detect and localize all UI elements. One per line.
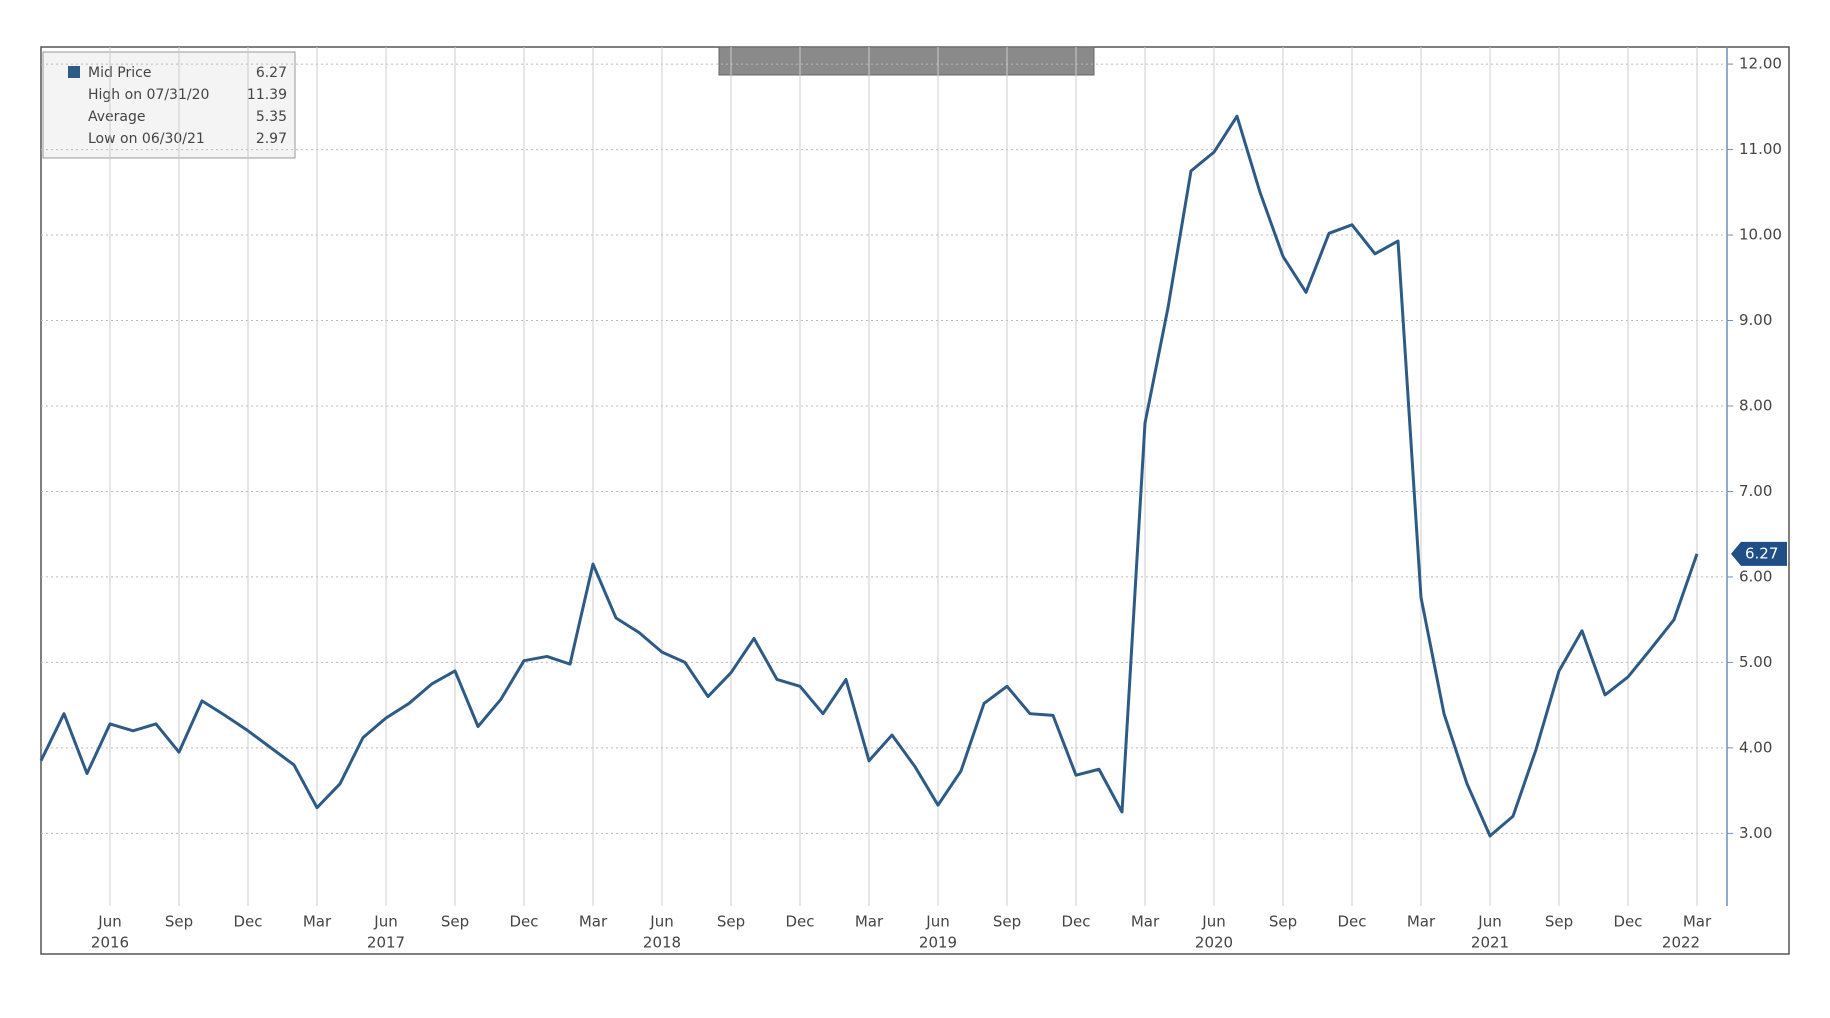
- year-label: 2016: [91, 934, 129, 952]
- x-tick-label: Sep: [165, 913, 193, 931]
- x-tick-label: Jun: [1201, 913, 1225, 931]
- x-tick-label: Sep: [993, 913, 1021, 931]
- x-tick-label: Mar: [1131, 913, 1160, 931]
- x-tick-label: Mar: [1407, 913, 1436, 931]
- x-tick-label: Mar: [579, 913, 608, 931]
- legend-box: [42, 51, 296, 159]
- legend-label: Average: [88, 109, 146, 125]
- last-value-badge: [1731, 541, 1787, 566]
- x-tick-label: Jun: [373, 913, 397, 931]
- y-tick-label: 10.00: [1739, 226, 1782, 244]
- y-tick-label: 4.00: [1739, 738, 1772, 756]
- x-tick-label: Jun: [97, 913, 121, 931]
- y-tick-label: 7.00: [1739, 482, 1772, 500]
- x-tick-label: Jun: [1477, 913, 1501, 931]
- x-tick-label: Sep: [1545, 913, 1573, 931]
- y-tick-label: 3.00: [1739, 824, 1772, 842]
- x-tick-label: Dec: [509, 913, 538, 931]
- legend-value: 6.27: [256, 65, 287, 81]
- x-tick-label: Sep: [717, 913, 745, 931]
- legend-value: 5.35: [256, 109, 287, 125]
- year-label: 2020: [1195, 934, 1233, 952]
- toolbar[interactable]: [718, 46, 1095, 76]
- y-tick-label: 11.00: [1739, 140, 1782, 158]
- x-tick-label: Dec: [1061, 913, 1090, 931]
- legend-label: Low on 06/30/21: [88, 131, 205, 147]
- year-label: 2017: [367, 934, 405, 952]
- x-tick-label: Dec: [233, 913, 262, 931]
- year-label: 2021: [1471, 934, 1509, 952]
- year-label: 2019: [919, 934, 957, 952]
- y-tick-label: 6.00: [1739, 567, 1772, 585]
- y-tick-label: 12.00: [1739, 55, 1782, 73]
- year-label: 2022: [1662, 934, 1700, 952]
- x-tick-label: Sep: [1269, 913, 1297, 931]
- legend-value: 2.97: [256, 131, 287, 147]
- last-value-label: 6.27: [1745, 544, 1778, 562]
- year-label: 2018: [643, 934, 681, 952]
- x-tick-label: Mar: [303, 913, 332, 931]
- x-tick-label: Jun: [925, 913, 949, 931]
- x-tick-label: Mar: [1683, 913, 1712, 931]
- legend-value: 11.39: [247, 87, 287, 103]
- legend-label: High on 07/31/20: [88, 87, 209, 103]
- y-tick-label: 9.00: [1739, 311, 1772, 329]
- y-tick-label: 5.00: [1739, 653, 1772, 671]
- y-tick-label: 8.00: [1739, 396, 1772, 414]
- x-tick-label: Dec: [1613, 913, 1642, 931]
- x-tick-label: Dec: [785, 913, 814, 931]
- x-tick-label: Dec: [1337, 913, 1366, 931]
- legend: Mid Price 6.27 High on 07/31/20 11.39 Averag…: [42, 51, 296, 159]
- x-tick-label: Sep: [441, 913, 469, 931]
- x-tick-label: Mar: [855, 913, 884, 931]
- legend-label: Mid Price: [88, 65, 151, 81]
- x-tick-label: Jun: [649, 913, 673, 931]
- data-line: [39, 114, 1699, 838]
- chart-frame: [40, 46, 1790, 955]
- legend-swatch: [68, 66, 80, 78]
